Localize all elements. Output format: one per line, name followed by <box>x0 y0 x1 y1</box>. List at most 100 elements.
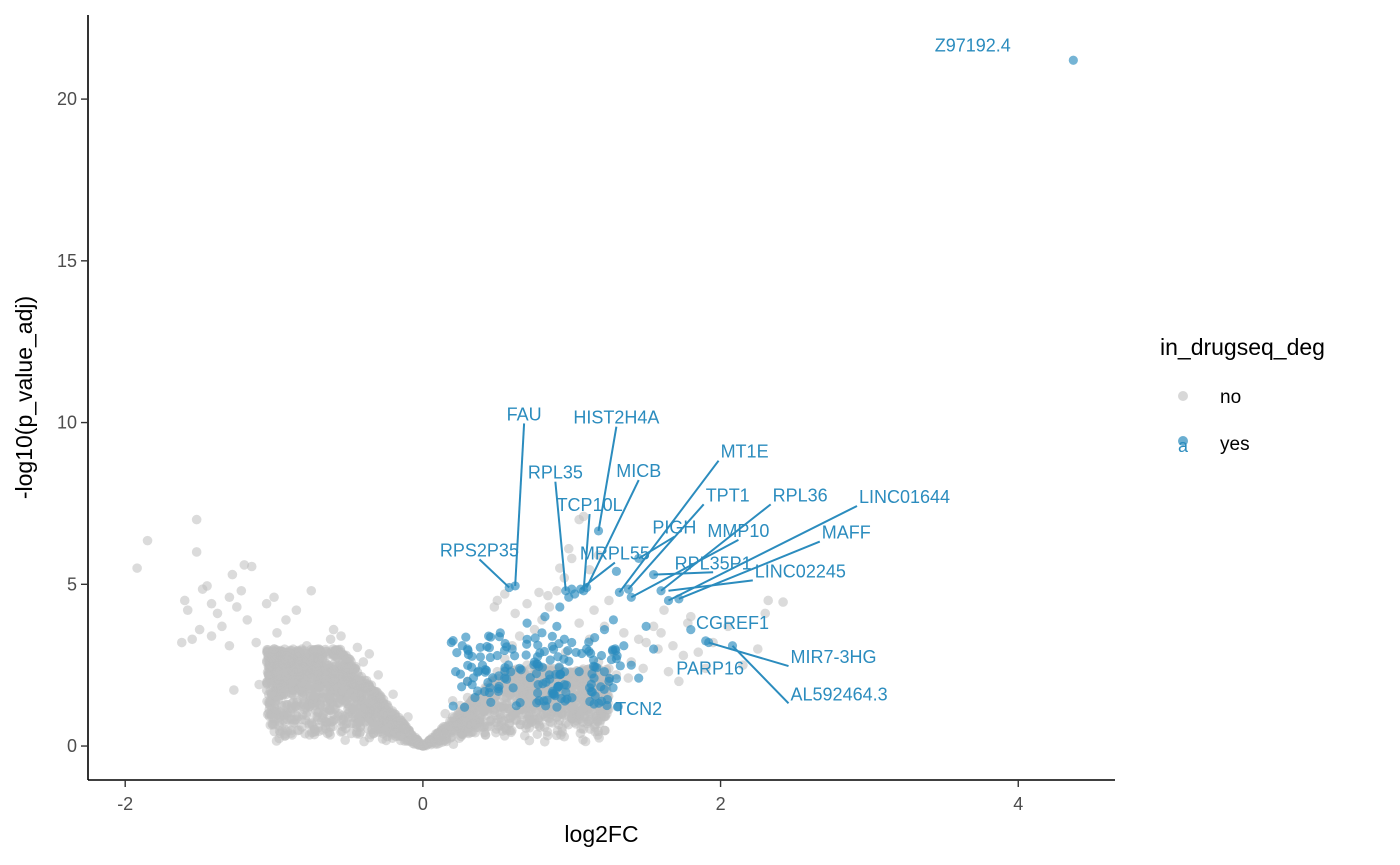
point-no <box>182 605 193 615</box>
point-yes <box>552 621 562 631</box>
y-tick-label: 0 <box>67 736 77 756</box>
point-no <box>514 676 525 687</box>
point-no <box>343 673 354 683</box>
point-yes <box>495 628 505 638</box>
point-no <box>555 563 565 573</box>
point-no <box>224 592 235 603</box>
point-yes <box>611 673 622 684</box>
legend-key-no <box>1178 391 1188 401</box>
gene-label: PARP16 <box>676 658 744 678</box>
point-no <box>648 621 659 632</box>
point-yes <box>470 692 480 703</box>
point-no <box>352 642 363 653</box>
point-no <box>539 722 550 733</box>
point-no <box>594 718 605 729</box>
point-yes <box>511 701 521 711</box>
point-yes <box>588 655 599 665</box>
point-yes <box>1068 55 1078 65</box>
point-no <box>272 628 282 638</box>
point-yes <box>448 701 458 711</box>
point-yes <box>549 689 559 699</box>
point-no <box>656 628 666 638</box>
point-yes <box>615 661 625 671</box>
gene-label: RPL35P1 <box>675 553 752 573</box>
point-no <box>280 731 290 741</box>
gene-label: AL592464.3 <box>791 684 888 704</box>
point-no <box>265 661 276 672</box>
leader-line <box>668 579 753 592</box>
point-no <box>194 624 205 635</box>
point-no <box>592 730 603 740</box>
point-yes <box>484 631 494 641</box>
point-yes <box>507 644 517 654</box>
point-yes <box>461 632 471 642</box>
point-no <box>641 637 651 648</box>
point-no <box>296 672 306 682</box>
y-tick-label: 15 <box>57 251 77 271</box>
point-yes <box>611 566 621 576</box>
point-no <box>578 724 589 734</box>
point-no <box>246 561 257 572</box>
point-no <box>294 647 305 658</box>
gene-label: RPL36 <box>773 485 828 505</box>
point-no <box>321 676 331 687</box>
point-yes <box>582 644 592 654</box>
point-no <box>403 712 413 722</box>
point-yes <box>596 650 607 661</box>
leader-line <box>514 423 526 586</box>
point-no <box>387 719 397 730</box>
point-yes <box>521 650 531 660</box>
point-no <box>447 712 458 722</box>
point-no <box>623 673 634 683</box>
point-no <box>738 660 748 670</box>
point-no <box>571 719 581 729</box>
point-no <box>301 640 312 651</box>
point-yes <box>529 657 540 667</box>
leader-line <box>678 540 821 600</box>
point-no <box>531 719 541 729</box>
point-no <box>574 618 584 628</box>
point-no <box>489 705 499 715</box>
point-no <box>320 686 331 697</box>
point-no <box>359 682 370 693</box>
gene-label: RPL35 <box>528 463 583 483</box>
point-no <box>678 650 689 661</box>
point-no <box>275 706 286 717</box>
point-no <box>304 718 315 729</box>
point-no <box>440 721 451 732</box>
point-yes <box>593 526 604 536</box>
point-no <box>366 695 377 705</box>
label-leader-lines <box>478 423 858 704</box>
point-no <box>179 595 190 606</box>
point-no <box>287 689 297 700</box>
point-no <box>525 689 535 700</box>
point-yes <box>567 637 577 648</box>
point-yes <box>485 652 495 663</box>
point-no <box>455 718 465 729</box>
point-yes <box>530 633 540 643</box>
point-no <box>700 663 711 674</box>
point-no <box>365 729 376 740</box>
point-no <box>291 605 302 615</box>
point-no <box>322 658 332 669</box>
point-no <box>300 728 310 739</box>
gene-label: TPT1 <box>706 485 750 505</box>
leader-line <box>630 539 739 599</box>
point-no <box>229 685 239 695</box>
point-yes <box>589 699 599 709</box>
leader-line <box>582 513 591 591</box>
leader-line <box>478 558 510 589</box>
point-yes <box>452 648 462 658</box>
point-yes <box>493 683 503 694</box>
gene-label: TCP10L <box>557 495 623 515</box>
point-no <box>375 693 386 703</box>
point-no <box>336 631 346 641</box>
point-yes <box>592 662 602 673</box>
point-no <box>313 707 324 717</box>
point-no <box>457 729 468 739</box>
leader-line <box>653 571 714 576</box>
point-no <box>373 721 384 731</box>
point-no <box>202 581 212 591</box>
axes: -2 0 2 4 0 5 10 15 20 log2FC -log10(p_value_adj… <box>11 15 1115 847</box>
point-no <box>242 615 253 625</box>
